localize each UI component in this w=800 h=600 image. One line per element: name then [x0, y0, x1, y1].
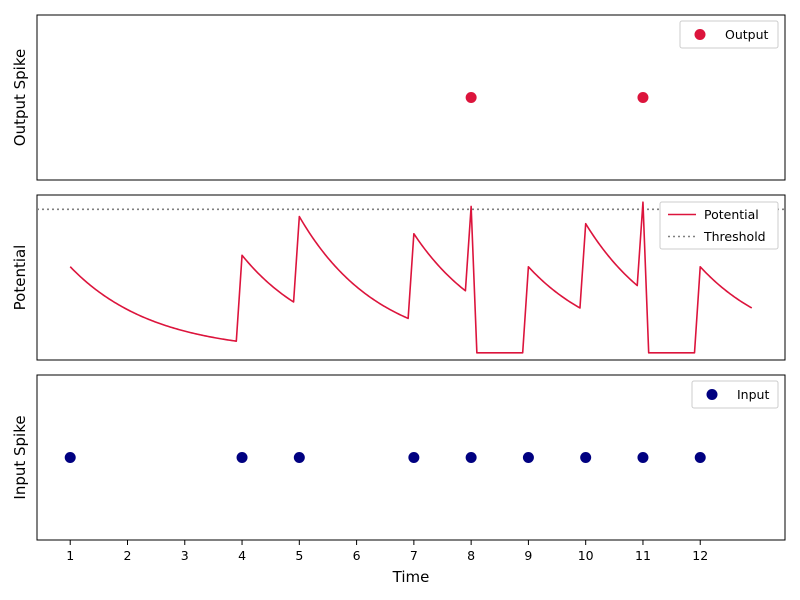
output-legend-label: Output: [725, 27, 769, 42]
output-marks: [465, 92, 649, 103]
x-tick-label: 1: [66, 548, 74, 563]
potential-marks: [37, 201, 785, 354]
x-tick-label: 7: [410, 548, 418, 563]
input-legend: Input: [691, 380, 779, 409]
output-legend: Output: [679, 20, 779, 49]
input-legend-marker: [706, 389, 718, 400]
input-spike-point: [408, 452, 420, 463]
potential-panel-frame: [36, 194, 786, 361]
input-legend-label: Input: [737, 387, 769, 402]
output-spike-point: [637, 92, 649, 103]
x-tick-label: 9: [524, 548, 532, 563]
x-tick-label: 3: [181, 548, 189, 563]
x-tick-label: 4: [238, 548, 246, 563]
input-spike-point: [465, 452, 477, 463]
potential-legend-label: Potential: [704, 207, 759, 222]
potential-legend: Potential Threshold: [659, 201, 779, 250]
x-axis: 1 2 3 4 5 6 7 8 9 10 11 12: [66, 540, 708, 563]
x-tick-label: 6: [353, 548, 361, 563]
input-panel: Input Spike Input: [11, 374, 786, 541]
input-spike-point: [694, 452, 706, 463]
output-legend-box: [679, 20, 779, 49]
input-spike-point: [522, 452, 534, 463]
input-spike-point: [64, 452, 76, 463]
input-spike-point: [236, 452, 248, 463]
x-tick-label: 8: [467, 548, 475, 563]
output-ylabel: Output Spike: [11, 49, 29, 146]
x-tick-label: 10: [578, 548, 594, 563]
input-legend-box: [691, 380, 779, 409]
input-panel-frame: [36, 374, 786, 541]
output-panel-frame: [36, 14, 786, 181]
x-tick-label: 11: [635, 548, 651, 563]
potential-ylabel: Potential: [11, 245, 29, 311]
input-spike-point: [580, 452, 592, 463]
output-spike-point: [465, 92, 477, 103]
potential-line: [69, 201, 753, 354]
x-axis-label: Time: [392, 568, 430, 586]
x-tick-label: 12: [692, 548, 708, 563]
potential-panel: Potential Potential Threshold: [11, 194, 786, 361]
output-panel: Output Spike Output: [11, 14, 786, 181]
input-marks: [64, 452, 706, 463]
x-tick-label: 5: [295, 548, 303, 563]
input-spike-point: [293, 452, 305, 463]
x-tick-label: 2: [124, 548, 132, 563]
output-legend-marker: [694, 29, 706, 40]
input-spike-point: [637, 452, 649, 463]
threshold-legend-label: Threshold: [703, 229, 766, 244]
input-ylabel: Input Spike: [11, 415, 29, 499]
